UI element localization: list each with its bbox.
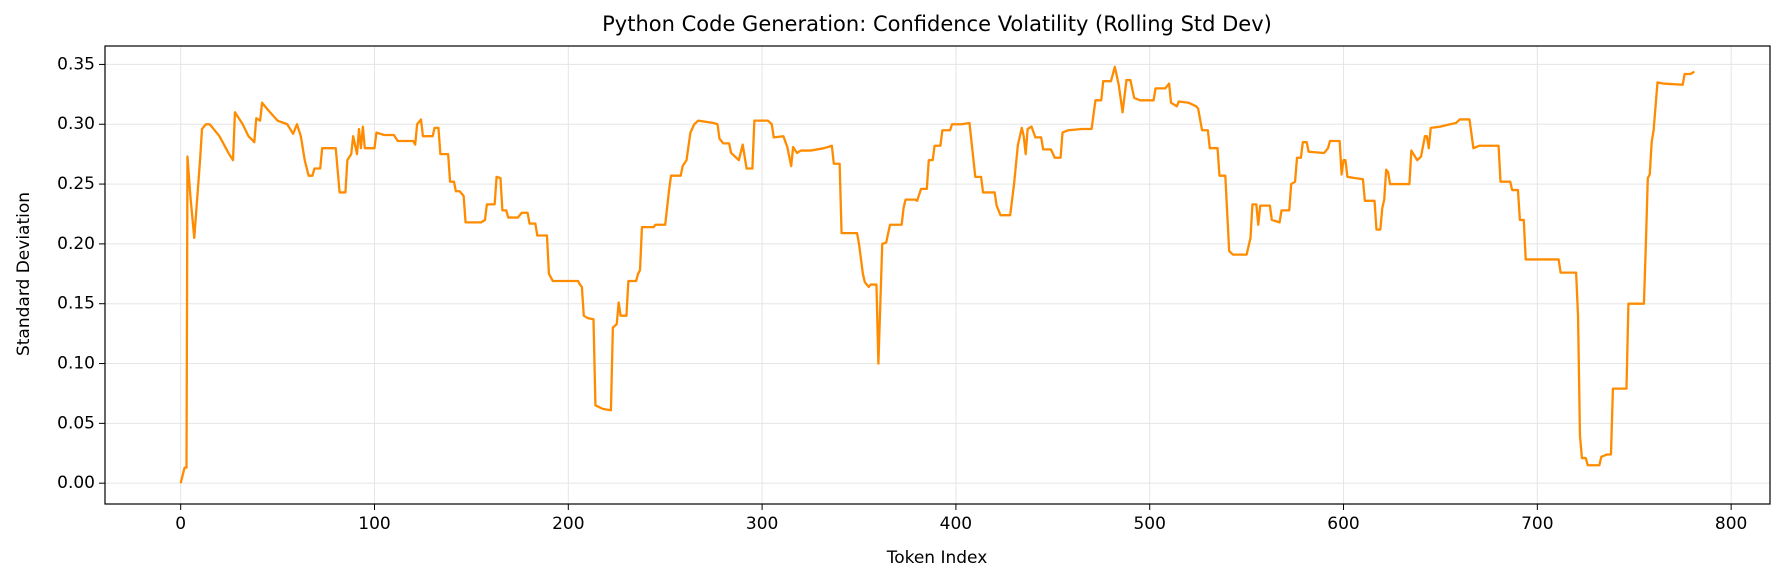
chart-title: Python Code Generation: Confidence Volat… <box>602 12 1272 36</box>
y-tick-label: 0.05 <box>57 413 95 433</box>
y-axis-label: Standard Deviation <box>14 192 34 356</box>
x-tick-label: 400 <box>940 514 972 534</box>
y-tick-label: 0.30 <box>57 114 95 134</box>
x-tick-label: 800 <box>1715 514 1747 534</box>
y-tick-label: 0.00 <box>57 473 95 493</box>
y-tick-label: 0.35 <box>57 54 95 74</box>
y-tick-label: 0.10 <box>57 354 95 374</box>
data-line <box>179 65 1695 484</box>
y-tick-label: 0.15 <box>57 294 95 314</box>
y-tick-label: 0.25 <box>57 174 95 194</box>
x-tick-label: 700 <box>1521 514 1553 534</box>
x-tick-label: 100 <box>358 514 390 534</box>
x-tick-label: 500 <box>1133 514 1165 534</box>
x-tick-label: 300 <box>746 514 778 534</box>
x-tick-label: 600 <box>1327 514 1359 534</box>
x-tick-label: 200 <box>552 514 584 534</box>
plot-frame <box>104 45 1771 505</box>
x-tick-label: 0 <box>175 514 186 534</box>
x-axis-label: Token Index <box>886 548 988 568</box>
y-tick-label: 0.20 <box>57 234 95 254</box>
